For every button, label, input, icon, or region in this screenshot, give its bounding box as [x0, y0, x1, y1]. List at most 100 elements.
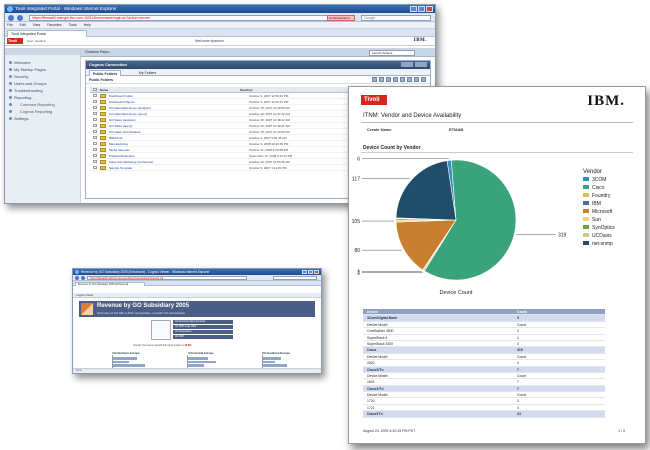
sidebar-item[interactable]: Common Reporting	[8, 101, 77, 108]
cognos-help-menu[interactable]	[415, 62, 427, 67]
prompt-options-box[interactable]	[151, 320, 171, 340]
back-icon[interactable]	[75, 276, 79, 280]
table-row[interactable]: IBMAdmin October 3, 2007 9:50:46 AM	[90, 135, 426, 141]
row-checkbox[interactable]	[93, 154, 97, 157]
portal-app: Welcome My Startup Pages Security Users and…	[5, 48, 435, 203]
menu-item[interactable]: Edit	[19, 23, 26, 27]
details-view-icon[interactable]	[372, 77, 377, 82]
forward-icon[interactable]	[17, 14, 23, 21]
tab-my-folders[interactable]: My Folders	[139, 71, 157, 75]
folder-link[interactable]: GO Sales and Retailers	[109, 129, 141, 134]
delete-icon[interactable]	[421, 77, 426, 82]
list-view-icon[interactable]	[379, 77, 384, 82]
table-row[interactable]: Sample Template October 3, 2007 1:11:30 P…	[90, 165, 426, 171]
new-report-icon[interactable]	[393, 77, 398, 82]
menu-item[interactable]: File	[7, 23, 13, 27]
close-button[interactable]	[314, 270, 319, 274]
table-row[interactable]: Practical Examples September 10, 2008 2:1…	[90, 153, 426, 159]
table-row[interactable]: GO Sales and Retailers October 15, 2007 1…	[90, 129, 426, 135]
close-button[interactable]	[426, 6, 433, 12]
browser-tab[interactable]: Tivoli Integrated Portal	[7, 30, 87, 37]
sidebar-item[interactable]: Security	[8, 73, 77, 80]
folder-link[interactable]: GO Data Warehouse (query)	[109, 111, 148, 116]
table-row[interactable]: Dashboard Objects October 3, 2007 12:49:4…	[90, 99, 426, 105]
url-field[interactable]: https://tibmadi3.cdengin.tivo.com:16311/…	[29, 14, 329, 21]
count-cell: 3	[517, 341, 519, 346]
menu-item[interactable]: Tools	[68, 23, 77, 27]
maximize-button[interactable]	[308, 270, 313, 274]
row-checkbox[interactable]	[93, 106, 97, 109]
cognos-launch-menu[interactable]	[401, 62, 413, 67]
folder-link[interactable]: Model Samples	[109, 147, 130, 152]
search-input[interactable]	[273, 275, 317, 281]
certificate-error-badge[interactable]: Certificate Error	[327, 14, 355, 21]
table-row[interactable]: GO Data Warehouse (query) October 15, 200…	[90, 111, 426, 117]
sidebar-item[interactable]: Settings	[8, 115, 77, 122]
table-row[interactable]: Sales and Marketing (conformed) October 1…	[90, 159, 426, 165]
row-checkbox[interactable]	[93, 100, 97, 103]
callout-label: 1	[357, 270, 360, 276]
device-cell: 3Com/Digital Bank	[367, 316, 397, 321]
toolbar-icons	[372, 77, 426, 82]
folder-link[interactable]: GO Sales (analysis)	[109, 117, 136, 122]
bullet-icon	[9, 61, 12, 64]
menu-item[interactable]: View	[32, 23, 41, 27]
forward-icon[interactable]	[81, 276, 85, 280]
folder-link[interactable]: Dashboard Folder	[109, 93, 134, 98]
menu-item[interactable]: Favorites	[47, 23, 62, 27]
launch-select[interactable]: Launch Actions	[369, 49, 415, 56]
copy-icon[interactable]	[407, 77, 412, 82]
report-banner: Revenue by GO Subsidiary 2005 Summary of…	[79, 301, 315, 317]
row-checkbox[interactable]	[93, 124, 97, 127]
sidebar-item[interactable]: Welcome	[8, 59, 77, 66]
search-input[interactable]: Google	[361, 14, 431, 21]
row-checkbox[interactable]	[93, 112, 97, 115]
folder-link[interactable]: GO Data Warehouse (analysis)	[109, 105, 151, 110]
table-row[interactable]: GO Data Warehouse (analysis) October 15, …	[90, 105, 426, 111]
minimize-button[interactable]	[302, 270, 307, 274]
row-checkbox[interactable]	[93, 142, 97, 145]
cut-icon[interactable]	[400, 77, 405, 82]
folder-link[interactable]: Practical Examples	[109, 153, 135, 158]
sidebar-item[interactable]: My Startup Pages	[8, 66, 77, 73]
row-checkbox[interactable]	[93, 136, 97, 139]
row-checkbox[interactable]	[93, 130, 97, 133]
modified-date: October 3, 2007 12:50:43 PM	[249, 93, 289, 98]
menu-item[interactable]: Help	[83, 23, 91, 27]
folder-link[interactable]: Sample Template	[109, 165, 133, 170]
sidebar-item[interactable]: Users and Groups	[8, 80, 77, 87]
back-icon[interactable]	[8, 14, 14, 21]
select-all-checkbox[interactable]	[93, 88, 97, 91]
column-header-name[interactable]: Name	[100, 87, 109, 92]
table-row[interactable]: GO Sales (analysis) October 15, 2007 10:4…	[90, 117, 426, 123]
table-row[interactable]: GO Sales (query) October 15, 2007 10:49:4…	[90, 123, 426, 129]
tab-strip: Revenue by GO Subsidiary 2005 (Enhanced)	[73, 281, 321, 286]
new-folder-icon[interactable]	[386, 77, 391, 82]
folder-link[interactable]: Sales and Marketing (conformed)	[109, 159, 154, 164]
paste-icon[interactable]	[414, 77, 419, 82]
maximize-button[interactable]	[418, 6, 425, 12]
row-checkbox[interactable]	[93, 160, 97, 163]
legend-label: Cisco	[592, 185, 605, 191]
sidebar-item[interactable]: Reporting	[8, 94, 77, 101]
row-checkbox[interactable]	[93, 118, 97, 121]
row-checkbox[interactable]	[93, 166, 97, 169]
chart-bar	[113, 364, 145, 367]
tab-public-folders[interactable]: Public Folders	[89, 70, 122, 76]
url-field[interactable]: https://tibmadi3.cdengin.tivo.com/ibm/co…	[87, 275, 247, 281]
row-checkbox[interactable]	[93, 148, 97, 151]
folder-link[interactable]: IBMAdmin	[109, 135, 123, 140]
table-row[interactable]: Dashboard Folder October 3, 2007 12:50:43…	[90, 93, 426, 99]
table-row[interactable]: Manufacturing October 9, 2008 10:49:09 PM	[90, 141, 426, 147]
minimize-button[interactable]	[410, 6, 417, 12]
pie-slice-net-snmp	[395, 160, 457, 221]
folder-link[interactable]: GO Sales (query)	[109, 123, 133, 128]
folder-link[interactable]: Dashboard Objects	[109, 99, 135, 104]
row-checkbox[interactable]	[93, 94, 97, 97]
column-header-modified[interactable]: Modified	[240, 87, 253, 92]
sidebar-item[interactable]: Troubleshooting	[8, 87, 77, 94]
sidebar-item[interactable]: Cognos Reporting	[8, 108, 77, 115]
browser-tab[interactable]: Revenue by GO Subsidiary 2005 (Enhanced)	[75, 282, 145, 286]
folder-link[interactable]: Manufacturing	[109, 141, 129, 146]
table-row[interactable]: Model Samples October 11, 2008 5:09:58 PM	[90, 147, 426, 153]
